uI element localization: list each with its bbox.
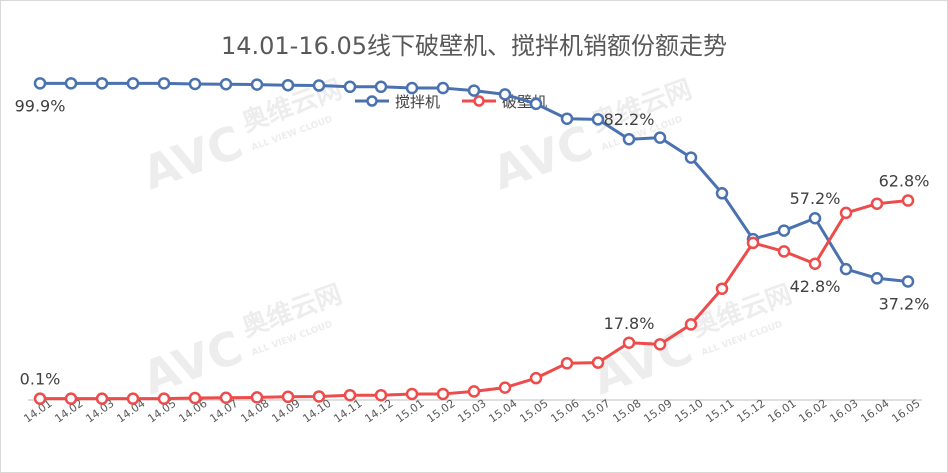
data-point[interactable] xyxy=(95,77,109,90)
data-point[interactable] xyxy=(746,236,760,250)
data-point[interactable] xyxy=(808,257,822,271)
data-point[interactable] xyxy=(33,77,47,90)
data-point[interactable] xyxy=(777,245,791,258)
data-point[interactable] xyxy=(870,272,884,285)
data-point[interactable] xyxy=(312,390,326,403)
data-point[interactable] xyxy=(188,77,202,91)
chart-title: 14.01-16.05线下破壁机、搅拌机销额份额走势 xyxy=(220,32,728,60)
data-point[interactable] xyxy=(560,112,574,125)
svg-text:AVC: AVC xyxy=(485,115,599,201)
x-tick-label: 15.03 xyxy=(455,397,488,426)
data-point[interactable] xyxy=(622,336,636,350)
x-tick-label: 16.02 xyxy=(796,397,829,426)
data-label: 99.9% xyxy=(15,96,66,115)
data-point[interactable] xyxy=(281,390,295,404)
data-point[interactable] xyxy=(498,88,512,101)
x-tick-label: 15.04 xyxy=(486,397,519,426)
data-point[interactable] xyxy=(684,151,698,164)
x-tick-label: 15.09 xyxy=(641,397,674,426)
data-point[interactable] xyxy=(870,197,884,210)
x-tick-label: 15.06 xyxy=(548,397,581,426)
data-point[interactable] xyxy=(374,388,388,402)
data-point[interactable] xyxy=(839,206,853,220)
data-labels: 99.9% 82.2% 57.2% 37.2% 0.1% 17.8% 42.8% 62.8% xyxy=(15,96,930,388)
data-point[interactable] xyxy=(467,84,481,97)
data-point[interactable] xyxy=(219,78,233,91)
data-point[interactable] xyxy=(343,388,357,402)
data-point[interactable] xyxy=(405,81,419,95)
data-point[interactable] xyxy=(653,338,667,351)
x-tick-label: 16.04 xyxy=(858,397,891,426)
data-point[interactable] xyxy=(560,357,574,370)
data-point[interactable] xyxy=(777,224,791,237)
data-point[interactable] xyxy=(901,194,915,207)
legend-marker-wallbreaker xyxy=(462,95,497,107)
data-point[interactable] xyxy=(126,77,140,90)
x-tick-label: 15.05 xyxy=(517,397,550,426)
data-point[interactable] xyxy=(250,391,264,404)
data-point[interactable] xyxy=(312,79,326,92)
data-point[interactable] xyxy=(498,381,512,394)
series-layer xyxy=(33,77,915,405)
data-label: 17.8% xyxy=(604,314,655,333)
data-point[interactable] xyxy=(126,392,140,405)
data-point[interactable] xyxy=(405,387,419,401)
svg-text:AVC: AVC xyxy=(135,115,249,201)
data-point[interactable] xyxy=(188,391,202,405)
data-label: 62.8% xyxy=(879,172,930,191)
data-point[interactable] xyxy=(529,371,543,385)
data-point[interactable] xyxy=(808,211,822,225)
data-point[interactable] xyxy=(436,387,450,401)
data-point[interactable] xyxy=(157,77,171,90)
data-point[interactable] xyxy=(684,318,698,331)
data-point[interactable] xyxy=(281,78,295,92)
data-point[interactable] xyxy=(715,187,729,200)
data-label: 57.2% xyxy=(790,189,841,208)
x-tick-label: 16.03 xyxy=(827,397,860,426)
data-label: 42.8% xyxy=(790,277,841,296)
x-tick-label: 15.10 xyxy=(672,397,705,426)
legend-item-mixer[interactable]: 搅拌机 xyxy=(355,91,440,112)
x-tick-label: 15.07 xyxy=(579,397,612,426)
data-point[interactable] xyxy=(715,282,729,295)
data-point[interactable] xyxy=(901,275,915,288)
data-label: 0.1% xyxy=(20,370,61,389)
x-tick-label: 16.05 xyxy=(889,397,922,426)
legend-marker-mixer xyxy=(355,95,389,107)
data-point[interactable] xyxy=(653,131,667,144)
x-tick-label: 15.11 xyxy=(703,397,736,426)
x-tick-label: 15.12 xyxy=(734,397,767,426)
legend-label-mixer: 搅拌机 xyxy=(395,92,441,111)
data-point[interactable] xyxy=(374,80,388,94)
x-tick-label: 16.01 xyxy=(765,397,798,426)
data-label: 37.2% xyxy=(879,294,930,313)
data-point[interactable] xyxy=(622,132,636,146)
data-label: 82.2% xyxy=(604,110,655,129)
data-point[interactable] xyxy=(343,80,357,94)
data-point[interactable] xyxy=(33,392,47,405)
data-point[interactable] xyxy=(219,391,233,404)
data-point[interactable] xyxy=(839,262,853,276)
data-point[interactable] xyxy=(250,78,264,91)
x-tick-label: 15.01 xyxy=(393,397,426,426)
data-point[interactable] xyxy=(95,392,109,405)
x-tick-label: 15.02 xyxy=(424,397,457,426)
data-point[interactable] xyxy=(591,356,605,369)
data-point[interactable] xyxy=(467,385,481,398)
data-point[interactable] xyxy=(64,392,78,405)
data-point[interactable] xyxy=(157,392,171,405)
data-point[interactable] xyxy=(64,77,78,90)
data-point[interactable] xyxy=(529,97,543,111)
data-point[interactable] xyxy=(591,113,605,126)
data-point[interactable] xyxy=(436,81,450,95)
